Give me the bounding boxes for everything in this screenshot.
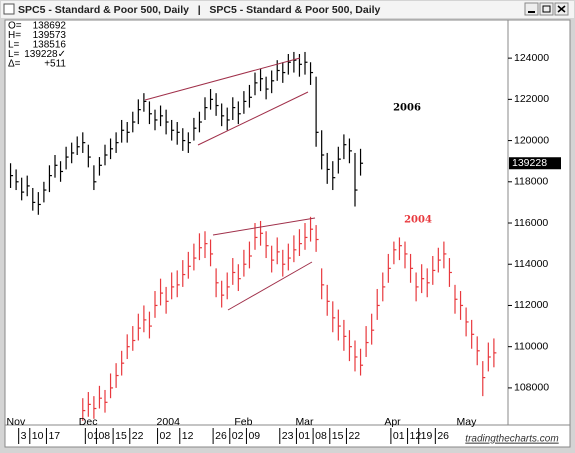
y-axis-area (507, 19, 571, 426)
x-day-label: 08 (98, 430, 110, 442)
x-day-label: 26 (215, 430, 227, 442)
x-month-label: Dec (79, 416, 98, 428)
y-tick-label: 108000 (514, 382, 549, 394)
x-day-label: 12 (410, 430, 422, 442)
window-buttons[interactable] (524, 2, 569, 16)
x-day-label: 10 (32, 430, 44, 442)
y-tick-label: 110000 (514, 340, 548, 352)
x-day-label: 17 (48, 430, 60, 442)
x-day-label: 02 (232, 430, 244, 442)
maximize-icon (542, 5, 551, 13)
x-axis-area (4, 424, 571, 448)
x-day-label: 15 (115, 430, 127, 442)
trend-line (197, 91, 309, 146)
x-day-label: 02 (160, 430, 172, 442)
x-month-label: Nov (7, 416, 26, 428)
trend-line (227, 261, 313, 311)
x-day-label: 08 (315, 430, 327, 442)
x-day-label: 09 (248, 430, 260, 442)
info-label: Δ= (8, 59, 21, 70)
y-tick-label: 124000 (514, 52, 549, 64)
info-box: O= 138692 H= 139573 L= 138516 L= 139228✓Δ= +511 (8, 21, 66, 70)
x-day-label: 26 (437, 430, 449, 442)
info-value: 139228✓ (24, 49, 66, 60)
price-marker: 139228 (512, 157, 547, 169)
y-tick-label: 114000 (514, 258, 548, 270)
x-day-label: 01 (298, 430, 310, 442)
x-month-label: Apr (384, 416, 401, 428)
y-tick-label: 120000 (514, 134, 549, 146)
x-month-label: 2004 (157, 416, 181, 428)
x-day-label: 01 (87, 430, 99, 442)
x-day-label: 12 (182, 430, 194, 442)
title-bar (1, 1, 574, 18)
x-day-label: 19 (421, 430, 433, 442)
series-label: 2006 (393, 103, 421, 114)
info-value: +511 (44, 59, 66, 70)
x-month-label: Mar (295, 416, 314, 428)
info-label: O= (8, 21, 22, 32)
info-value: 138516 (33, 40, 67, 51)
x-month-label: Feb (234, 416, 252, 428)
marks (9, 51, 497, 421)
trend-line (212, 217, 316, 236)
x-month-label: May (457, 416, 478, 428)
x-day-label: 01 (393, 430, 405, 442)
info-label: L= (8, 40, 20, 51)
window-title: SPC5 - Standard & Poor 500, Daily | SPC5… (18, 4, 381, 16)
x-day-label: 22 (132, 430, 144, 442)
info-value: 139573 (33, 30, 67, 41)
y-tick-label: 122000 (514, 93, 549, 105)
window-icon (3, 3, 15, 15)
info-label: L= (8, 49, 20, 60)
info-value: 138692 (33, 21, 67, 32)
price-marker-box (509, 157, 561, 170)
minimize-button[interactable] (524, 2, 539, 16)
x-day-label: 22 (348, 430, 360, 442)
close-icon (557, 5, 566, 13)
maximize-button[interactable] (539, 2, 554, 16)
y-tick-label: 116000 (514, 217, 548, 229)
x-day-label: 3 (21, 430, 27, 442)
y-tick-label: 118000 (514, 176, 548, 188)
trend-line (144, 57, 301, 101)
series-label: 2004 (404, 215, 432, 226)
x-day-label: 23 (282, 430, 294, 442)
x-day-label: 15 (332, 430, 344, 442)
plot-area (4, 19, 509, 426)
y-tick-label: 112000 (514, 299, 548, 311)
watermark: tradingthecharts.com (465, 434, 558, 445)
info-label: H= (8, 30, 21, 41)
